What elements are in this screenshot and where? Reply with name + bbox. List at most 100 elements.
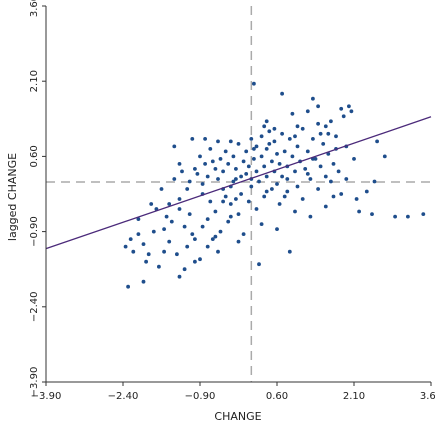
data-point (323, 204, 328, 209)
data-point (190, 232, 195, 237)
data-point (205, 244, 210, 249)
data-point (393, 214, 397, 219)
data-point (177, 274, 182, 279)
data-point (421, 212, 426, 217)
data-point (200, 182, 205, 186)
data-point (213, 234, 218, 239)
data-point (208, 199, 213, 204)
data-point (364, 189, 369, 194)
data-point (236, 239, 241, 244)
data-point (305, 109, 310, 114)
data-point (172, 177, 177, 181)
data-point (208, 147, 213, 151)
data-point (262, 194, 267, 199)
data-point (300, 126, 305, 131)
data-point (193, 259, 197, 264)
data-point (295, 124, 300, 129)
y-tick-label: −3.90 (29, 367, 40, 398)
data-point (339, 106, 344, 111)
data-point (146, 252, 151, 257)
data-point (223, 194, 228, 199)
data-point (195, 172, 200, 176)
y-tick-label: −0.90 (29, 216, 40, 247)
data-point (182, 267, 187, 272)
data-point (382, 154, 387, 159)
data-point (254, 144, 259, 149)
data-point (295, 144, 300, 149)
data-point (169, 219, 174, 224)
data-point (164, 214, 169, 219)
data-point (185, 244, 190, 249)
data-point (370, 212, 374, 217)
data-point (295, 184, 300, 189)
data-point (234, 197, 238, 201)
data-point (275, 227, 279, 232)
data-point (218, 157, 223, 161)
data-point (177, 207, 182, 211)
data-point (246, 164, 251, 169)
data-point (308, 214, 313, 219)
data-point (321, 142, 326, 146)
data-point (244, 172, 249, 176)
data-point (144, 259, 149, 264)
data-point (329, 119, 333, 124)
data-point (318, 164, 323, 169)
data-point (218, 229, 223, 234)
data-point (198, 154, 202, 159)
data-point (203, 162, 208, 166)
data-point (277, 202, 282, 206)
data-point (254, 207, 259, 211)
data-point (193, 167, 197, 171)
data-point (177, 162, 182, 166)
data-point (280, 131, 284, 136)
data-point (275, 182, 279, 186)
data-point (344, 177, 349, 181)
data-point (205, 174, 210, 179)
data-point (326, 131, 331, 136)
data-point (193, 237, 197, 242)
data-point (305, 149, 310, 154)
y-tick-label: 3.60 (29, 0, 40, 17)
data-point (213, 167, 218, 171)
data-point (249, 137, 254, 141)
data-point (177, 197, 182, 201)
data-point (347, 104, 351, 109)
data-point (162, 227, 167, 232)
data-point (259, 222, 264, 227)
data-point (257, 179, 261, 184)
data-point (267, 142, 272, 146)
y-tick-label: −2.40 (29, 291, 40, 322)
data-point (316, 187, 320, 191)
data-point (287, 137, 292, 141)
data-point (149, 202, 154, 206)
data-point (249, 184, 254, 189)
data-point (159, 187, 164, 191)
data-point (277, 162, 282, 166)
data-point (323, 174, 328, 179)
data-point (293, 169, 297, 174)
data-point (264, 119, 269, 124)
x-tick-label: −0.90 (185, 391, 216, 402)
data-point (313, 157, 318, 161)
data-point (336, 169, 341, 174)
data-point (157, 264, 161, 269)
data-point (185, 187, 190, 191)
data-point (246, 199, 251, 204)
data-point (318, 131, 323, 136)
data-point (272, 126, 277, 131)
data-point (234, 167, 238, 171)
data-point (141, 242, 146, 247)
data-point (236, 212, 241, 217)
data-point (244, 149, 249, 154)
data-point (311, 137, 315, 141)
data-point (172, 144, 177, 149)
x-tick-label: −3.90 (31, 391, 62, 402)
data-point (167, 202, 172, 206)
data-point (349, 109, 354, 114)
data-point (228, 202, 233, 206)
x-tick-label: 3.60 (420, 391, 435, 402)
data-point (228, 139, 233, 144)
data-point (270, 187, 274, 191)
data-point (287, 249, 292, 254)
data-point (241, 159, 246, 164)
